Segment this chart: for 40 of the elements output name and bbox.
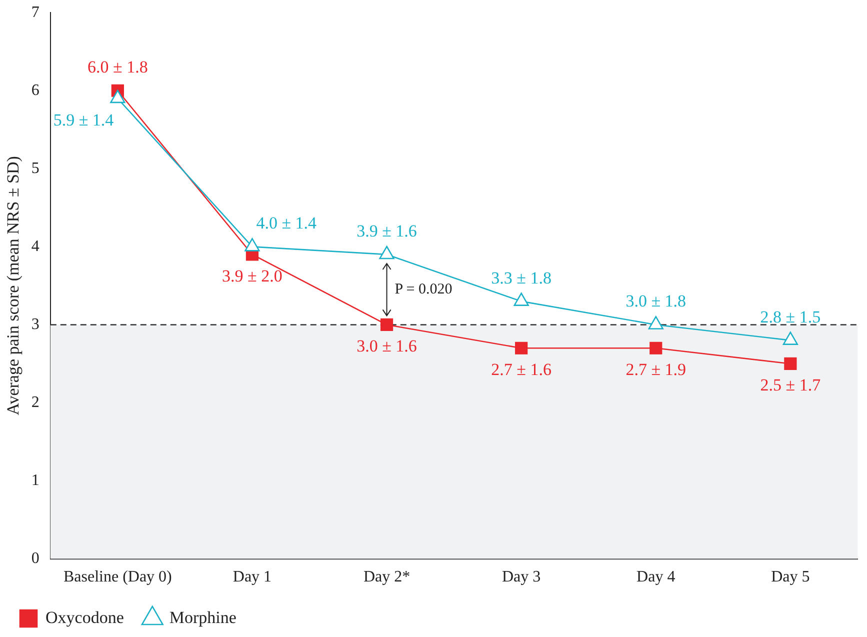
x-tick-label: Day 5 [771,568,810,586]
x-tick-label: Day 2* [363,568,410,586]
x-tick-label: Baseline (Day 0) [63,568,172,586]
point [110,90,126,104]
data-label: 3.9 ± 2.0 [222,266,282,286]
point [648,316,664,330]
data-label: 2.5 ± 1.7 [760,376,822,395]
x-tick-label: Day 3 [502,568,541,586]
data-label: 4.0 ± 1.4 [256,214,318,233]
data-label: 2.7 ± 1.6 [491,360,552,380]
annotation: P = 0.020 [394,282,452,298]
y-tick-label: 2 [31,394,40,411]
data-label: 5.9 ± 1.4 [53,110,114,130]
y-tick-label: 6 [31,82,40,99]
y-tick-label: 7 [31,4,40,21]
point [782,332,798,345]
y-tick-label: 1 [31,472,40,489]
y-axis-title: Average pain score (mean NRS ± SD) [4,156,23,416]
point [379,246,394,260]
data-label: 6.0 ± 1.8 [88,58,148,77]
point [650,342,662,354]
legend-label: Morphine [169,608,236,627]
point [514,292,529,306]
y-tick-label: 4 [31,238,40,255]
legend-label: Oxycodone [46,608,124,627]
point [380,318,394,332]
point [784,357,797,370]
point [244,238,260,252]
point [515,342,528,354]
data-label: 2.7 ± 1.9 [626,360,686,380]
data-label: 3.3 ± 1.8 [491,268,552,288]
x-tick-label: Day 1 [232,568,272,586]
x-tick-label: Day 4 [636,568,676,586]
y-tick-label: 3 [31,316,40,333]
y-tick-label: 5 [31,160,40,177]
data-label: 3.9 ± 1.6 [356,221,417,240]
data-label: 2.8 ± 1.5 [760,307,821,326]
y-tick-label: 0 [31,550,40,568]
data-label: 3.0 ± 1.6 [356,336,417,356]
data-label: 3.0 ± 1.8 [626,292,686,311]
